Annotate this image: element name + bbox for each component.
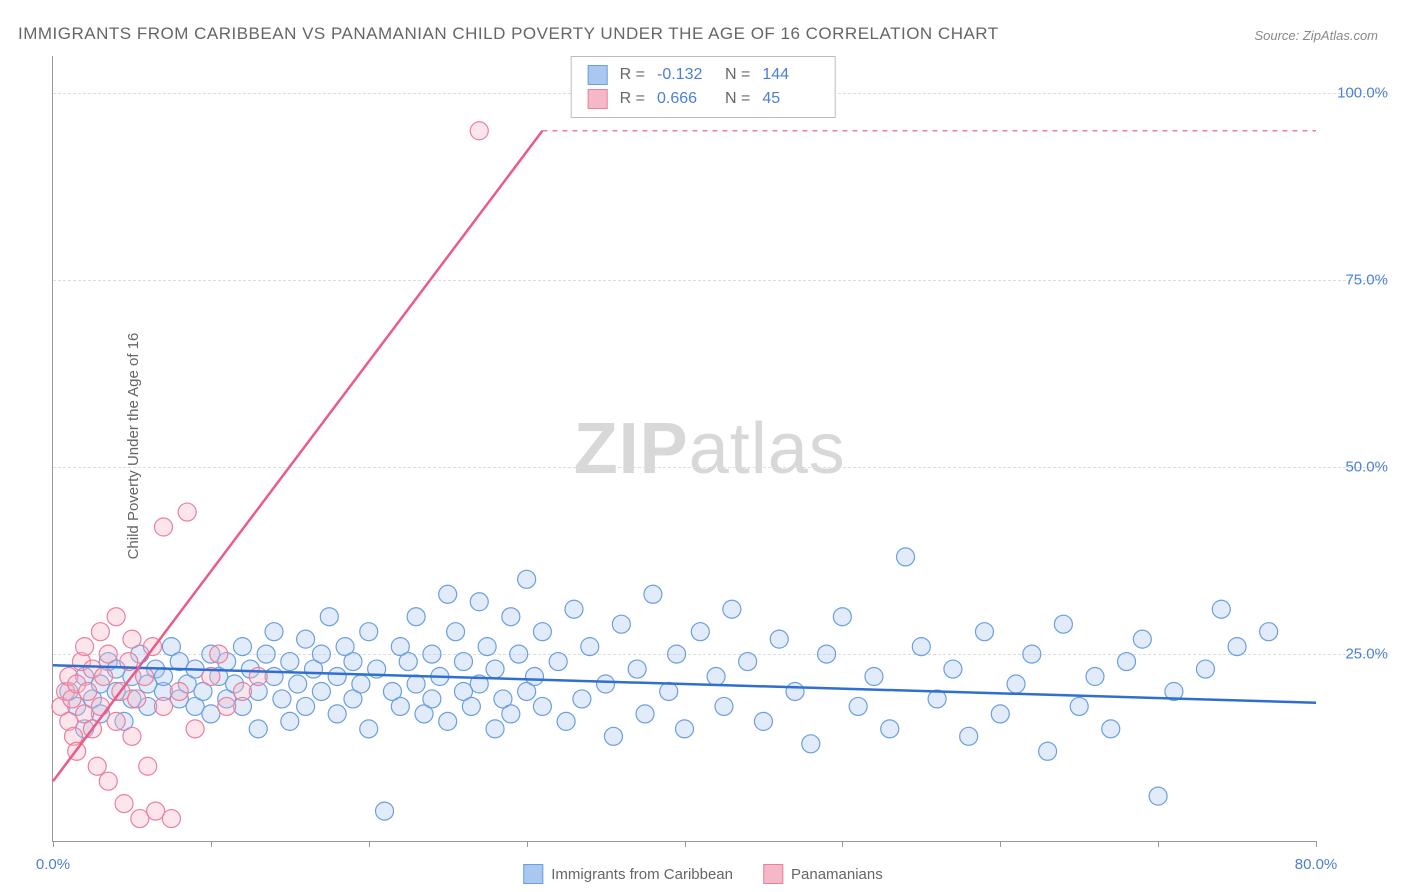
plot-area: ZIPatlas 25.0%50.0%75.0%100.0%0.0%80.0% xyxy=(52,56,1316,842)
x-tick-label: 0.0% xyxy=(36,856,70,873)
legend-label-caribbean: Immigrants from Caribbean xyxy=(551,866,733,883)
y-tick-label: 25.0% xyxy=(1345,646,1388,663)
stats-row-series1: R = -0.132 N = 144 xyxy=(588,63,819,87)
stats-N-label-2: N = xyxy=(725,87,750,111)
legend-swatch-blue xyxy=(523,864,543,884)
legend-swatch-pink xyxy=(763,864,783,884)
correlation-chart: IMMIGRANTS FROM CARIBBEAN VS PANAMANIAN … xyxy=(0,0,1406,892)
x-axis-legend: Immigrants from Caribbean Panamanians xyxy=(523,864,882,884)
y-tick-label: 50.0% xyxy=(1345,459,1388,476)
stats-N-value-1: 144 xyxy=(762,63,818,87)
stats-legend-box: R = -0.132 N = 144 R = 0.666 N = 45 xyxy=(571,56,836,118)
stats-row-series2: R = 0.666 N = 45 xyxy=(588,87,819,111)
stats-N-label: N = xyxy=(725,63,750,87)
stats-R-value-1: -0.132 xyxy=(657,63,713,87)
source-attribution: Source: ZipAtlas.com xyxy=(1254,28,1378,43)
stats-swatch-blue xyxy=(588,65,608,85)
x-tick-label: 80.0% xyxy=(1295,856,1338,873)
stats-N-value-2: 45 xyxy=(762,87,818,111)
plot-svg xyxy=(53,56,1316,841)
stats-R-value-2: 0.666 xyxy=(657,87,713,111)
chart-title: IMMIGRANTS FROM CARIBBEAN VS PANAMANIAN … xyxy=(18,24,999,44)
legend-item-panamanians: Panamanians xyxy=(763,864,883,884)
stats-swatch-pink xyxy=(588,89,608,109)
stats-R-label: R = xyxy=(620,63,645,87)
stats-R-label-2: R = xyxy=(620,87,645,111)
y-tick-label: 100.0% xyxy=(1337,85,1388,102)
legend-label-panamanians: Panamanians xyxy=(791,866,883,883)
y-tick-label: 75.0% xyxy=(1345,272,1388,289)
legend-item-caribbean: Immigrants from Caribbean xyxy=(523,864,733,884)
